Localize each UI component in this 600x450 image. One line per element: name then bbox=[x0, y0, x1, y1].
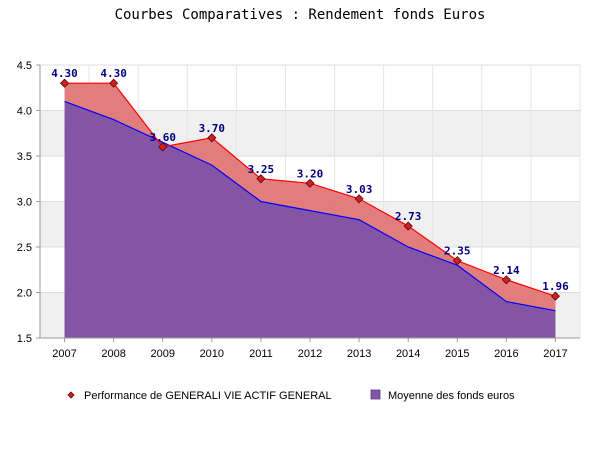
data-point-performance bbox=[452, 256, 462, 266]
x-tick-label: 2015 bbox=[445, 348, 469, 360]
data-label-performance: 2.14 bbox=[493, 264, 520, 277]
area-moyenne bbox=[64, 101, 556, 339]
x-tick-label: 2010 bbox=[200, 348, 224, 360]
legend-marker-performance bbox=[67, 391, 75, 399]
line-moyenne bbox=[64, 100, 556, 312]
data-label-performance: 3.20 bbox=[297, 167, 324, 180]
data-label-performance: 3.03 bbox=[346, 183, 373, 196]
data-point-performance bbox=[59, 78, 70, 88]
data-label-performance: 1.96 bbox=[542, 280, 569, 293]
y-tick-label: 1.5 bbox=[17, 333, 32, 345]
y-tick-label: 4.0 bbox=[17, 106, 32, 118]
data-label-performance: 2.35 bbox=[444, 245, 471, 258]
legend-swatch-moyenne bbox=[370, 389, 381, 400]
data-label-performance: 3.60 bbox=[149, 131, 176, 144]
x-tick-label: 2016 bbox=[494, 348, 518, 360]
x-tick-label: 2011 bbox=[249, 348, 273, 360]
y-tick-label: 3.0 bbox=[17, 197, 32, 209]
data-point-performance bbox=[501, 275, 511, 285]
x-tick-label: 2017 bbox=[543, 348, 567, 360]
data-label-performance: 3.25 bbox=[248, 163, 275, 176]
data-point-performance bbox=[550, 291, 561, 301]
legend: Performance de GENERALI VIE ACTIF GENERA… bbox=[67, 389, 515, 402]
series-layer bbox=[59, 78, 561, 339]
data-point-performance bbox=[354, 194, 364, 204]
data-point-performance bbox=[305, 178, 315, 188]
x-tick-label: 2014 bbox=[396, 348, 420, 360]
x-tick-label: 2013 bbox=[347, 348, 371, 360]
data-label-performance: 3.70 bbox=[199, 122, 226, 135]
data-label-performance: 2.73 bbox=[395, 210, 422, 223]
legend-label-performance: Performance de GENERALI VIE ACTIF GENERA… bbox=[84, 390, 332, 402]
data-label-performance: 4.30 bbox=[51, 67, 78, 80]
data-point-performance bbox=[109, 78, 119, 88]
y-tick-label: 4.5 bbox=[17, 60, 32, 72]
axes: 1.5 2.0 2.5 3.0 3.5 4.0 4.5 2007 2008 2009 2010 201… bbox=[17, 60, 580, 360]
data-point-performance bbox=[207, 133, 217, 143]
x-tick-label: 2007 bbox=[52, 348, 76, 360]
plot-band bbox=[40, 65, 580, 111]
data-point-performance bbox=[403, 221, 413, 231]
x-tick-label: 2008 bbox=[101, 348, 125, 360]
chart-title: Courbes Comparatives : Rendement fonds E… bbox=[115, 7, 486, 23]
y-tick-label: 3.5 bbox=[17, 151, 32, 163]
legend-label-moyenne: Moyenne des fonds euros bbox=[388, 390, 515, 402]
y-tick-label: 2.5 bbox=[17, 242, 32, 254]
data-label-performance: 4.30 bbox=[100, 67, 127, 80]
data-point-performance bbox=[158, 142, 168, 152]
value-labels: 4.30 4.30 3.60 3.70 3.25 3.20 3.03 2.73 2.35 2.14… bbox=[51, 67, 569, 293]
y-tick-label: 2.0 bbox=[17, 288, 32, 300]
x-tick-label: 2012 bbox=[298, 348, 322, 360]
data-point-performance bbox=[256, 174, 266, 184]
x-tick-label: 2009 bbox=[150, 348, 174, 360]
